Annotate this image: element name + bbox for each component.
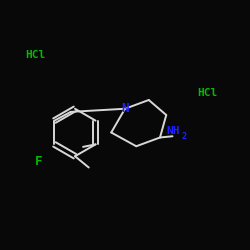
Text: HCl: HCl: [25, 50, 45, 60]
Text: F: F: [35, 155, 42, 168]
Text: NH: NH: [166, 126, 180, 136]
Text: HCl: HCl: [198, 88, 218, 98]
Text: 2: 2: [181, 132, 186, 141]
Text: N: N: [121, 102, 129, 115]
